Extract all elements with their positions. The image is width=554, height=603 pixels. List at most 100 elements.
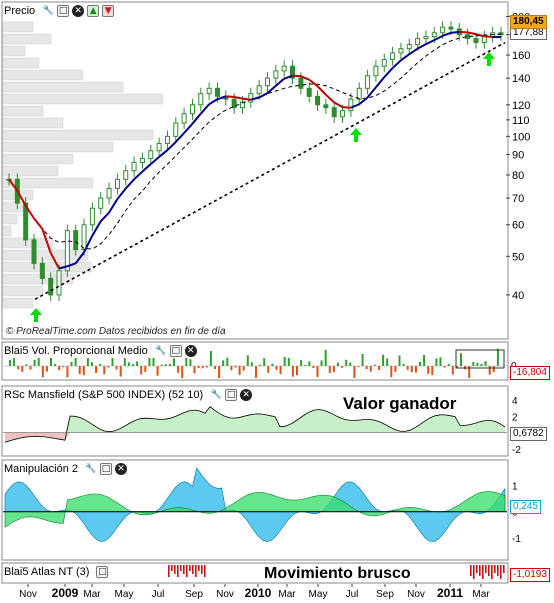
close-icon[interactable]: ✕	[184, 345, 197, 357]
candle-body	[189, 104, 195, 115]
candle-body	[106, 187, 112, 199]
volume-bar	[37, 353, 40, 366]
atlas-bar	[482, 565, 484, 579]
volume-bar	[271, 363, 274, 366]
x-axis-label: Nov	[407, 589, 425, 600]
window-icon[interactable]: □	[100, 463, 112, 475]
volume-bar	[164, 364, 167, 366]
volume-bar	[435, 358, 438, 366]
volume-bar	[193, 366, 196, 374]
manipulation-value: 0,245	[510, 500, 542, 514]
volume-bar	[451, 366, 454, 375]
volume-bar	[201, 366, 204, 369]
rsc-annotation: Valor ganador	[343, 394, 457, 413]
x-axis-label: Jul	[346, 589, 359, 600]
candle-body	[415, 38, 421, 46]
close-icon[interactable]: ✕	[115, 463, 127, 475]
atlas-bar	[195, 565, 197, 577]
volume-profile-bar	[2, 261, 92, 273]
window-icon[interactable]: □	[96, 566, 109, 578]
candle-body	[431, 32, 437, 38]
x-axis-label: Nov	[19, 589, 37, 600]
y-tick-label: 90	[512, 150, 524, 162]
volume-bar	[275, 366, 278, 370]
volume-bar	[25, 364, 28, 366]
volume-bar	[402, 363, 405, 366]
volume-bar	[214, 366, 216, 369]
volume-bar	[406, 366, 409, 370]
volume-profile-bar	[2, 81, 124, 93]
volume-bar	[185, 356, 188, 366]
candle-body	[173, 122, 179, 137]
volume-profile-bar	[2, 93, 164, 105]
atlas-bar	[198, 565, 200, 571]
wrench-icon[interactable]: 🔧	[42, 6, 54, 16]
volume-bar	[246, 355, 249, 366]
atlas-value: -1,0193	[510, 568, 550, 582]
volume-profile-bar	[2, 213, 18, 225]
moving-average-segment	[141, 163, 152, 173]
moving-average-segment	[166, 141, 177, 151]
volume-bar	[316, 366, 319, 378]
volume-plot: 0	[3, 348, 517, 378]
volume-profile-bar	[2, 249, 89, 261]
window-icon[interactable]: □	[57, 5, 70, 17]
wrench-icon[interactable]: 🔧	[210, 390, 222, 400]
atlas-annotation: Movimiento brusco	[264, 565, 411, 582]
volume-bar	[242, 366, 245, 371]
volume-bar	[361, 354, 364, 366]
volume-bar	[95, 366, 98, 373]
moving-average-segment	[58, 265, 68, 270]
volume-bar	[332, 366, 335, 372]
candle-body	[231, 98, 237, 109]
volume-bar	[91, 362, 93, 366]
moving-average-segment	[442, 31, 452, 37]
x-axis-label: Nov	[216, 589, 234, 600]
volume-bar	[300, 360, 303, 366]
atlas-bar	[189, 565, 191, 571]
moving-average-segment	[283, 74, 293, 80]
moving-average-segment	[83, 235, 94, 253]
moving-average-segment	[467, 31, 477, 36]
moving-average-segment	[24, 205, 35, 219]
atlas-bar	[479, 565, 481, 576]
volume-profile-bar	[2, 45, 26, 57]
atlas-bar	[476, 565, 478, 573]
volume-bar	[460, 353, 462, 366]
volume-bar	[320, 360, 323, 366]
volume-bar	[439, 357, 442, 366]
moving-average-segment	[433, 34, 444, 42]
volume-bar	[136, 361, 139, 366]
wrench-icon[interactable]: 🔧	[155, 346, 167, 356]
volume-bar	[484, 361, 487, 366]
moving-average-segment	[391, 59, 402, 69]
window-icon[interactable]: □	[169, 345, 182, 357]
candle-body	[290, 65, 296, 79]
close-icon[interactable]: ✕	[240, 389, 253, 401]
moving-average-segment	[49, 252, 60, 269]
x-axis-label: Mar	[83, 589, 101, 600]
arrow-down-icon[interactable]: ▼	[102, 5, 115, 17]
moving-average-segment	[350, 103, 360, 109]
volume-profile-bar	[2, 177, 94, 189]
volume-bar	[378, 366, 380, 370]
close-icon[interactable]: ✕	[72, 5, 85, 17]
moving-average-segment	[250, 96, 260, 101]
moving-average-segment	[116, 187, 127, 200]
arrow-up-icon[interactable]: ▲	[87, 5, 100, 17]
volume-bar	[476, 362, 479, 366]
rsc-axis-label: 4	[512, 396, 518, 407]
volume-bar	[324, 349, 327, 366]
wrench-icon[interactable]: 🔧	[85, 464, 97, 474]
volume-bar	[66, 366, 69, 378]
moving-average-segment	[33, 217, 44, 230]
moving-average-segment	[150, 156, 160, 165]
atlas-bar	[201, 565, 203, 574]
volume-bar	[119, 366, 122, 377]
window-icon[interactable]: □	[225, 389, 238, 401]
candle-body	[340, 110, 346, 118]
rsc-value: 0,6782	[510, 427, 547, 441]
candle-body	[48, 277, 54, 296]
moving-average-segment	[300, 75, 310, 81]
volume-bar	[480, 363, 483, 366]
